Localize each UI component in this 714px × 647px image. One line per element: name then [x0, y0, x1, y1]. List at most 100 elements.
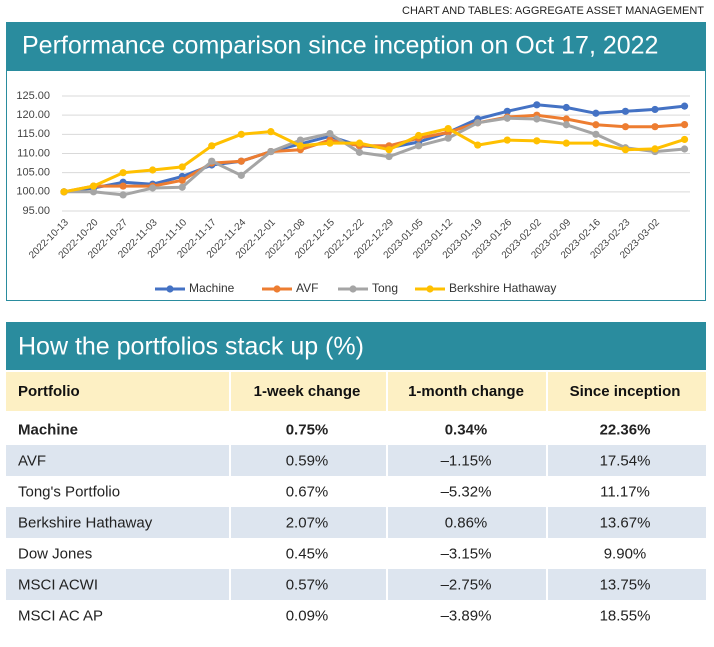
chart-title: Performance comparison since inception o… — [22, 32, 658, 60]
data-point — [621, 123, 630, 131]
data-point — [592, 109, 600, 117]
title-banner — [6, 22, 706, 70]
data-point — [592, 130, 600, 138]
data-point — [651, 105, 659, 114]
table-cell: –2.75% — [441, 576, 492, 593]
column-header: 1-week change — [254, 383, 361, 400]
y-tick-label: 100.00 — [16, 186, 50, 198]
data-point — [119, 191, 127, 199]
y-tick-label: 95.00 — [22, 205, 50, 217]
table-cell: 9.90% — [604, 545, 647, 562]
table-row — [6, 476, 706, 507]
data-point — [119, 169, 127, 177]
data-point — [385, 152, 393, 161]
data-point — [385, 146, 393, 154]
table-cell: Machine — [18, 421, 78, 438]
table-row — [6, 445, 706, 476]
column-header: Portfolio — [18, 383, 80, 400]
data-point — [533, 137, 541, 145]
table-cell: MSCI AC AP — [18, 607, 103, 624]
data-point — [60, 188, 68, 196]
table-cell: Dow Jones — [18, 545, 92, 562]
data-point — [237, 171, 245, 179]
table-cell: Berkshire Hathaway — [18, 514, 153, 531]
data-point — [592, 139, 600, 147]
table-cell: 0.67% — [286, 483, 329, 500]
kicker: CHART AND TABLES: AGGREGATE ASSET MANAGE… — [402, 5, 704, 17]
data-point — [503, 114, 511, 122]
data-point — [474, 141, 482, 149]
table-cell: Tong's Portfolio — [18, 483, 120, 500]
table-cell: 13.75% — [600, 576, 651, 593]
data-point — [680, 135, 689, 144]
legend-marker — [273, 285, 281, 293]
data-point — [503, 136, 511, 144]
data-point — [267, 128, 275, 136]
data-point — [89, 188, 98, 196]
table-banner — [6, 322, 706, 370]
data-point — [680, 120, 689, 129]
legend-marker — [166, 285, 174, 293]
table-row — [6, 507, 706, 538]
data-point — [651, 145, 659, 153]
data-point — [562, 103, 570, 112]
data-point — [621, 146, 630, 154]
data-point — [680, 145, 689, 153]
data-point — [533, 101, 541, 109]
data-point — [680, 102, 689, 110]
y-tick-label: 120.00 — [16, 109, 50, 121]
table-cell: 18.55% — [600, 607, 651, 624]
column-header: 1-month change — [408, 383, 524, 400]
table-cell: 17.54% — [600, 452, 651, 469]
data-point — [474, 119, 482, 127]
data-point — [355, 148, 364, 156]
data-point — [444, 134, 452, 142]
table-cell: –1.15% — [441, 452, 492, 469]
table-cell: MSCI ACWI — [18, 576, 98, 593]
data-point — [237, 157, 245, 165]
y-tick-label: 105.00 — [16, 167, 50, 179]
table-cell: 0.09% — [286, 607, 329, 624]
data-point — [651, 123, 659, 131]
table-cell: –5.32% — [441, 483, 492, 500]
data-point — [355, 139, 364, 147]
data-point — [621, 107, 630, 115]
table-cell: 2.07% — [286, 514, 329, 531]
data-point — [444, 124, 452, 133]
data-point — [296, 142, 304, 150]
data-point — [562, 115, 570, 123]
legend-label: Tong — [372, 281, 398, 295]
data-point — [178, 176, 186, 184]
table-title: How the portfolios stack up (%) — [18, 333, 364, 361]
y-tick-label: 125.00 — [16, 90, 50, 102]
table-cell: 13.67% — [600, 514, 651, 531]
column-header: Since inception — [570, 383, 681, 400]
legend-marker — [349, 285, 357, 293]
table-row — [6, 600, 706, 631]
table-row — [6, 538, 706, 569]
data-point — [149, 166, 157, 174]
legend-marker — [426, 285, 434, 293]
data-point — [119, 182, 127, 190]
data-point — [89, 182, 98, 190]
data-point — [267, 147, 275, 156]
data-point — [208, 142, 216, 150]
table-cell: 11.17% — [600, 483, 650, 500]
data-point — [178, 163, 186, 171]
data-point — [503, 107, 511, 115]
data-point — [178, 183, 186, 191]
data-point — [208, 157, 216, 165]
table-cell: 22.36% — [600, 421, 651, 438]
table-cell: AVF — [18, 452, 46, 469]
data-point — [533, 115, 541, 123]
data-point — [415, 131, 423, 140]
table: Portfolio 1-week change 1-month change Sinc… — [6, 372, 706, 631]
data-point — [237, 130, 245, 138]
y-tick-label: 110.00 — [17, 147, 50, 159]
table-cell: 0.34% — [445, 421, 488, 438]
series-line — [64, 116, 685, 197]
legend-label: AVF — [296, 281, 318, 295]
chart: 95.00 100.00 105.00 110.00 115.00 120.00 125.0… — [16, 90, 690, 295]
data-point — [326, 129, 334, 138]
data-point — [149, 184, 157, 192]
